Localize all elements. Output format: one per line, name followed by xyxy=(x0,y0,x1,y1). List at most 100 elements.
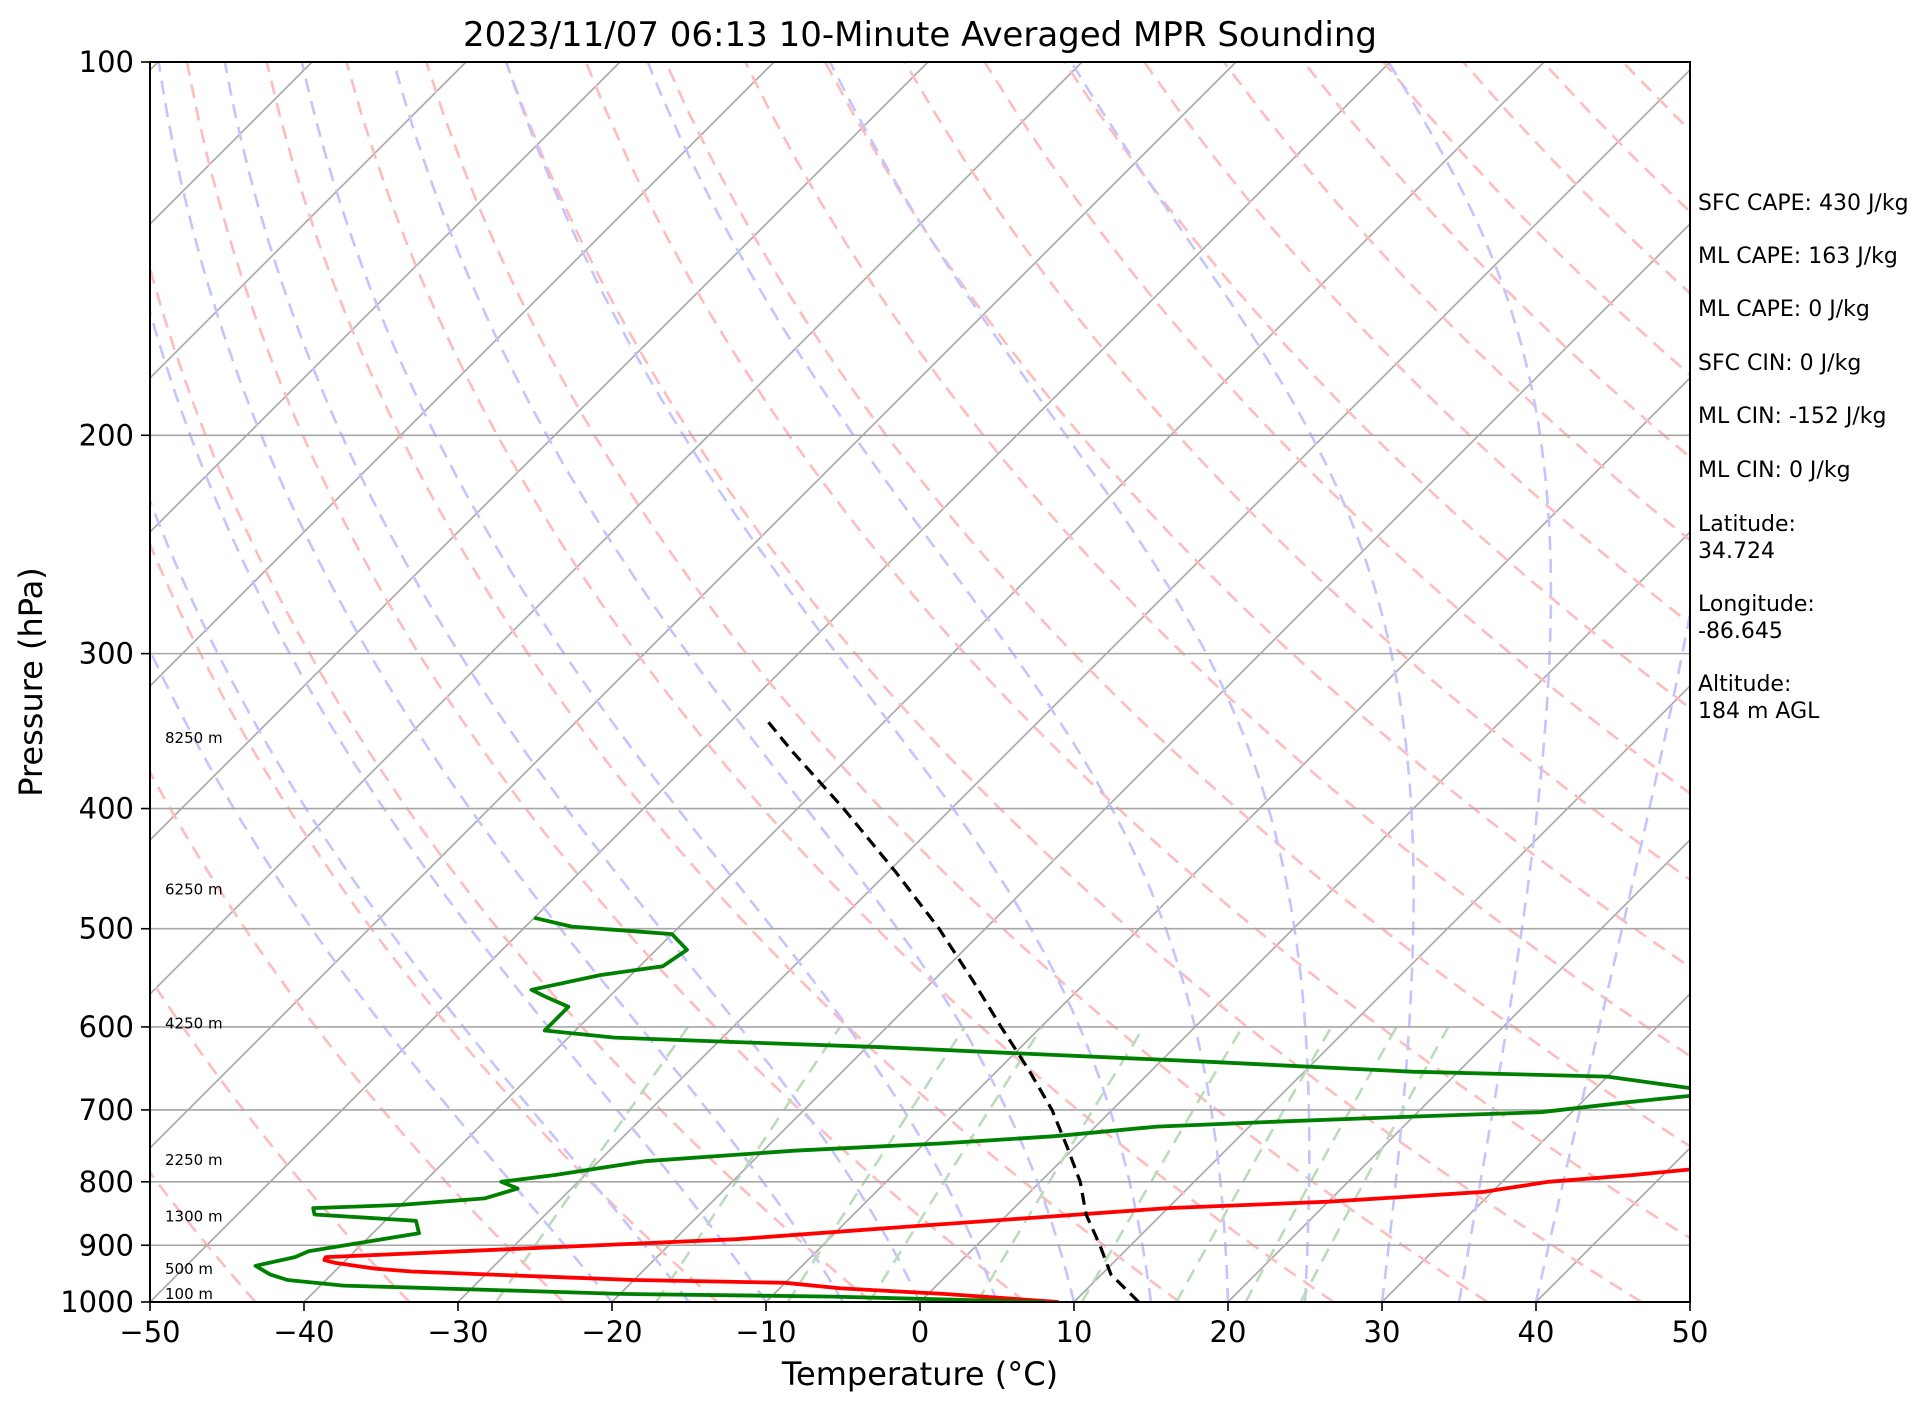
ml-cin-text-2: ML CIN: 0 J/kg xyxy=(1698,458,1851,483)
x-tick-label: −20 xyxy=(581,1315,642,1349)
x-tick-label: 50 xyxy=(1672,1315,1709,1349)
dry-adiabat-line xyxy=(425,62,1489,1302)
y-tick-label: 400 xyxy=(79,792,134,826)
background-lines xyxy=(0,62,1690,1302)
height-label: 2250 m xyxy=(165,1151,223,1169)
x-tick-label: −50 xyxy=(119,1315,180,1349)
isotherm-line xyxy=(303,62,1545,1302)
ml-cape-text-2: ML CAPE: 0 J/kg xyxy=(1698,297,1870,322)
height-label: 4250 m xyxy=(165,1014,223,1032)
dewpoint-trace xyxy=(253,915,1690,1302)
moist-adiabat-line xyxy=(157,62,845,1302)
dry-adiabat-line xyxy=(185,62,1027,1302)
x-axis-ticks: −50 −40 −30 −20 −10 0 10 20 30 40 50 xyxy=(119,1302,1708,1349)
longitude-label: Longitude: xyxy=(1698,592,1815,617)
latitude-label: Latitude: xyxy=(1698,512,1796,537)
moist-adiabat-line xyxy=(300,62,999,1302)
latitude-value: 34.724 xyxy=(1698,539,1775,564)
parcel-trace xyxy=(763,716,1140,1302)
height-label: 100 m xyxy=(165,1285,213,1303)
y-tick-label: 800 xyxy=(79,1165,134,1199)
moist-adiabat-line xyxy=(392,62,1076,1302)
ml-cape-text: ML CAPE: 163 J/kg xyxy=(1698,244,1898,269)
height-label: 6250 m xyxy=(165,881,223,899)
mixing-ratio-line xyxy=(868,1026,1043,1302)
moist-adiabat-line xyxy=(150,647,614,1302)
height-labels: 100 m 500 m 1300 m 2250 m 4250 m 6250 m 8250 m xyxy=(165,729,223,1303)
x-tick-label: −30 xyxy=(427,1315,488,1349)
moist-adiabat-line xyxy=(1070,62,1415,1302)
isotherm-line xyxy=(150,62,929,842)
altitude-value: 184 m AGL xyxy=(1698,699,1820,724)
dry-adiabat-line xyxy=(584,62,1690,1240)
moist-adiabat-line xyxy=(1534,607,1690,1302)
isotherm-line xyxy=(0,62,4,1302)
isotherm-line xyxy=(1227,838,1690,1302)
moist-adiabat-line xyxy=(505,62,1153,1302)
mixing-ratio-line xyxy=(494,1026,690,1302)
isotherm-line xyxy=(150,62,467,380)
ml-cin-text: ML CIN: -152 J/kg xyxy=(1698,404,1886,429)
isotherm-line xyxy=(765,376,1690,1302)
longitude-value: -86.645 xyxy=(1698,619,1783,644)
moist-adiabat-line xyxy=(1387,62,1553,1302)
sfc-cin-text: SFC CIN: 0 J/kg xyxy=(1698,351,1861,376)
dry-adiabat-line xyxy=(265,62,1181,1302)
dry-adiabat-line xyxy=(150,975,411,1302)
x-tick-label: −10 xyxy=(735,1315,796,1349)
altitude-label: Altitude: xyxy=(1698,672,1791,697)
x-axis-label: Temperature (°C) xyxy=(781,1355,1058,1393)
dry-adiabat-line xyxy=(150,263,873,1302)
height-label: 1300 m xyxy=(165,1208,223,1226)
isotherm-line xyxy=(1381,992,1690,1302)
y-tick-label: 200 xyxy=(79,418,134,452)
y-tick-label: 900 xyxy=(79,1228,134,1262)
height-label: 500 m xyxy=(165,1260,213,1278)
x-tick-label: −40 xyxy=(273,1315,334,1349)
y-tick-label: 700 xyxy=(79,1093,134,1127)
moist-adiabat-line xyxy=(828,62,1311,1302)
dry-adiabat-line xyxy=(150,541,719,1302)
isotherm-line xyxy=(150,62,621,534)
x-tick-label: 10 xyxy=(1056,1315,1093,1349)
isotherm-line xyxy=(611,222,1690,1302)
moist-adiabat-line xyxy=(646,62,1230,1302)
y-tick-label: 600 xyxy=(79,1010,134,1044)
y-tick-label: 500 xyxy=(79,912,134,946)
x-tick-label: 0 xyxy=(911,1315,929,1349)
x-tick-label: 30 xyxy=(1364,1315,1401,1349)
sounding-traces xyxy=(253,716,1690,1302)
info-panel: SFC CAPE: 430 J/kg ML CAPE: 163 J/kg ML … xyxy=(1698,191,1909,724)
isotherm-line xyxy=(457,68,1690,1302)
isotherm-line xyxy=(919,530,1690,1302)
x-tick-label: 20 xyxy=(1210,1315,1247,1349)
height-label: 8250 m xyxy=(165,729,223,747)
dry-adiabat-line xyxy=(1143,62,1690,626)
y-tick-label: 100 xyxy=(79,45,134,79)
y-axis-ticks: 1000 900 800 700 600 500 400 300 200 100 xyxy=(60,45,150,1319)
sfc-cape-text: SFC CAPE: 430 J/kg xyxy=(1698,191,1909,216)
dry-adiabat-line xyxy=(504,62,1643,1302)
dry-adiabat-line xyxy=(744,62,1690,1058)
dry-adiabat-line xyxy=(1063,62,1690,710)
y-tick-label: 1000 xyxy=(60,1285,134,1319)
dry-adiabat-line xyxy=(150,769,565,1302)
mixing-ratio-line xyxy=(1080,1026,1244,1302)
moist-adiabat-line xyxy=(223,62,922,1302)
isotherm-line xyxy=(150,62,1083,996)
dry-adiabat-line xyxy=(345,62,1335,1302)
y-tick-label: 300 xyxy=(79,637,134,671)
moist-adiabat-line xyxy=(150,497,691,1302)
y-axis-label: Pressure (hPa) xyxy=(12,567,50,797)
dry-adiabat-line xyxy=(664,62,1690,1148)
isotherm-line xyxy=(1073,684,1690,1302)
chart-title: 2023/11/07 06:13 10-Minute Averaged MPR … xyxy=(463,15,1377,55)
mixing-ratio-line xyxy=(976,1026,1145,1302)
x-tick-label: 40 xyxy=(1518,1315,1555,1349)
isotherm-line xyxy=(150,62,1237,1150)
isotherm-line xyxy=(150,62,775,688)
temperature-trace xyxy=(322,1167,1690,1302)
dry-adiabat-line xyxy=(983,62,1690,795)
pressure-gridlines xyxy=(150,62,1690,1302)
